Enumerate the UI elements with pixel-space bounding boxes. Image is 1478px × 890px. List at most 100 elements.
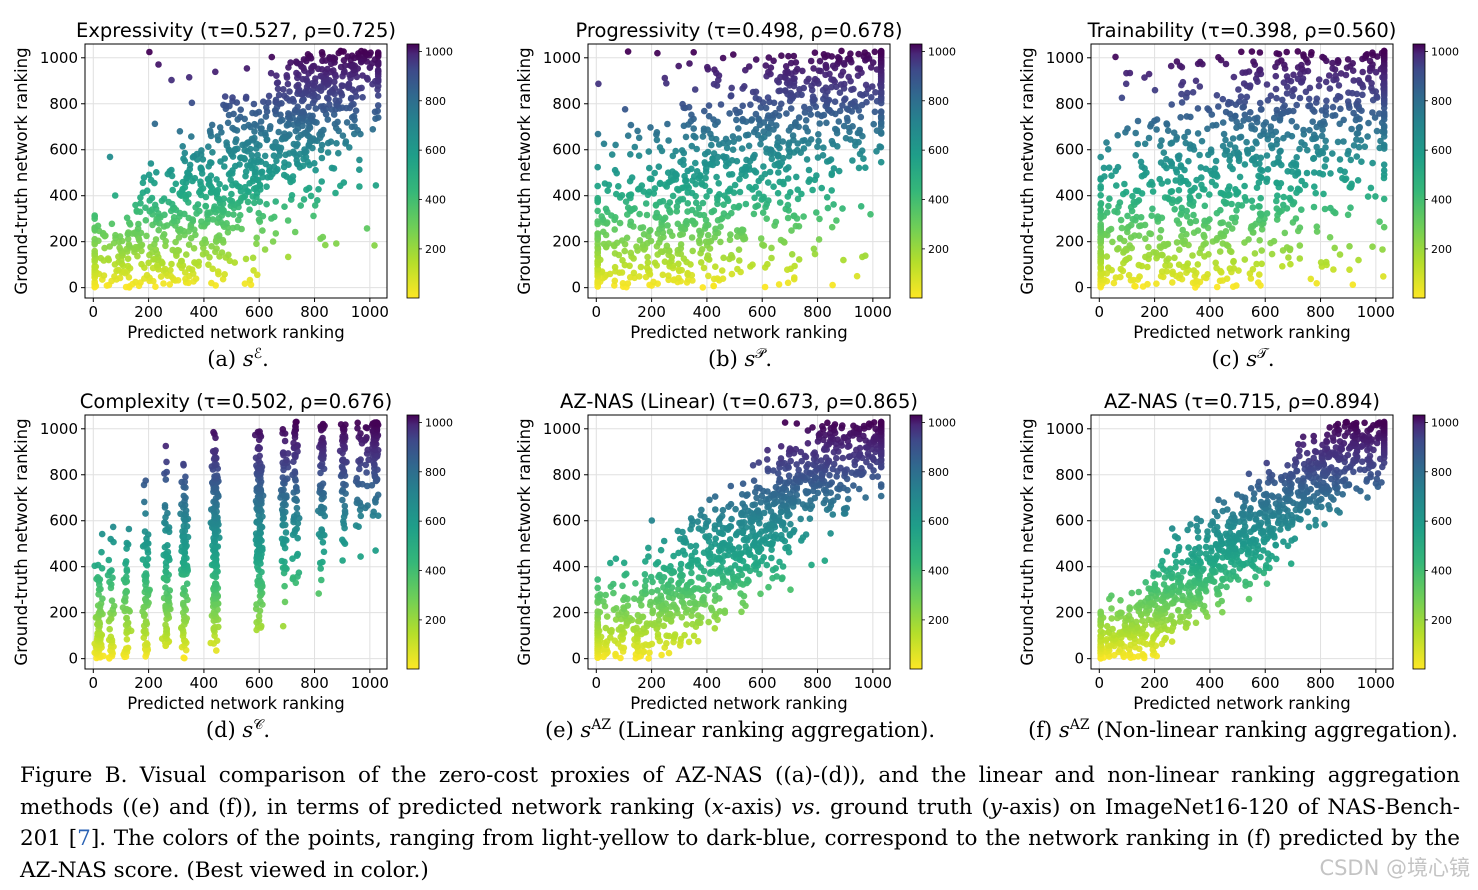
data-point [1253, 153, 1260, 161]
data-point [1240, 80, 1248, 87]
data-point [1256, 66, 1264, 73]
data-point [877, 158, 885, 166]
data-point [1169, 268, 1176, 276]
data-point [655, 163, 663, 170]
data-point [319, 420, 327, 428]
data-point [802, 117, 810, 124]
data-point [1294, 48, 1302, 55]
data-point [1337, 70, 1345, 77]
data-point [1298, 139, 1305, 146]
data-point [1196, 58, 1204, 66]
data-point [1300, 126, 1307, 134]
data-point [233, 136, 240, 143]
data-point [721, 607, 729, 615]
data-point [1124, 125, 1131, 132]
data-point [1353, 136, 1360, 143]
data-point [1170, 129, 1178, 136]
data-point [718, 512, 726, 520]
data-point [1216, 248, 1224, 255]
data-point [744, 576, 751, 584]
colorbar [909, 43, 923, 299]
data-point [1285, 107, 1293, 115]
data-point [294, 103, 302, 111]
data-point [831, 98, 839, 105]
data-point [594, 182, 601, 190]
data-point [677, 241, 685, 248]
data-point [1171, 206, 1178, 213]
data-point [1322, 78, 1330, 86]
data-point [654, 49, 661, 57]
data-point [237, 106, 244, 113]
data-point [610, 589, 617, 597]
data-point [814, 143, 821, 150]
data-point [1122, 80, 1130, 88]
data-point [1153, 280, 1160, 288]
data-point [787, 586, 794, 593]
data-point [670, 601, 677, 608]
data-point [842, 134, 850, 142]
data-point [155, 226, 162, 234]
data-point [791, 262, 798, 270]
data-point [1359, 68, 1366, 76]
data-point [791, 274, 798, 281]
data-point [693, 168, 701, 175]
data-point [318, 576, 325, 584]
data-point [1356, 123, 1363, 131]
data-point [359, 72, 366, 79]
data-point [1191, 184, 1198, 192]
data-point [811, 75, 819, 83]
data-point [743, 156, 750, 164]
data-point [1132, 187, 1140, 194]
colorbar-tick-label: 400 [1431, 194, 1452, 207]
data-point [1222, 228, 1230, 235]
data-point [374, 491, 382, 499]
data-point [772, 565, 779, 572]
data-point [731, 562, 739, 569]
data-point [1273, 136, 1281, 144]
data-point [202, 202, 209, 210]
data-point [666, 199, 674, 206]
x-tick-label: 800 [300, 303, 329, 321]
data-point [711, 66, 718, 73]
scatter-points [594, 418, 885, 662]
data-point [1347, 204, 1354, 211]
data-point [661, 74, 669, 82]
data-point [1149, 205, 1156, 213]
data-point [1346, 243, 1353, 250]
data-point [1131, 282, 1138, 290]
data-point [1194, 105, 1202, 112]
data-point [185, 265, 193, 272]
data-point [1219, 95, 1227, 103]
data-point [682, 133, 690, 141]
data-point [327, 138, 335, 145]
x-tick-label: 200 [134, 303, 163, 321]
data-point [1346, 266, 1353, 274]
data-point [198, 218, 205, 225]
data-point [1196, 151, 1203, 159]
data-point [261, 129, 269, 137]
data-point [1294, 185, 1302, 193]
data-point [138, 260, 145, 268]
data-point [800, 84, 807, 92]
data-point [686, 60, 693, 67]
data-point [688, 111, 695, 119]
data-point [1284, 168, 1291, 175]
data-point [209, 149, 216, 156]
data-point [611, 277, 619, 285]
data-point [181, 149, 189, 157]
data-point [679, 100, 686, 108]
data-point [106, 625, 113, 633]
scatter-points [1097, 47, 1388, 291]
data-point [274, 85, 282, 93]
data-point [800, 213, 807, 220]
data-point [847, 50, 854, 57]
data-point [1206, 191, 1213, 198]
data-point [856, 126, 863, 134]
data-point [315, 590, 323, 597]
data-point [147, 176, 155, 184]
data-point [340, 480, 347, 488]
data-point [152, 283, 159, 291]
data-point [279, 116, 286, 124]
data-point [299, 162, 307, 170]
data-point [1198, 174, 1205, 181]
